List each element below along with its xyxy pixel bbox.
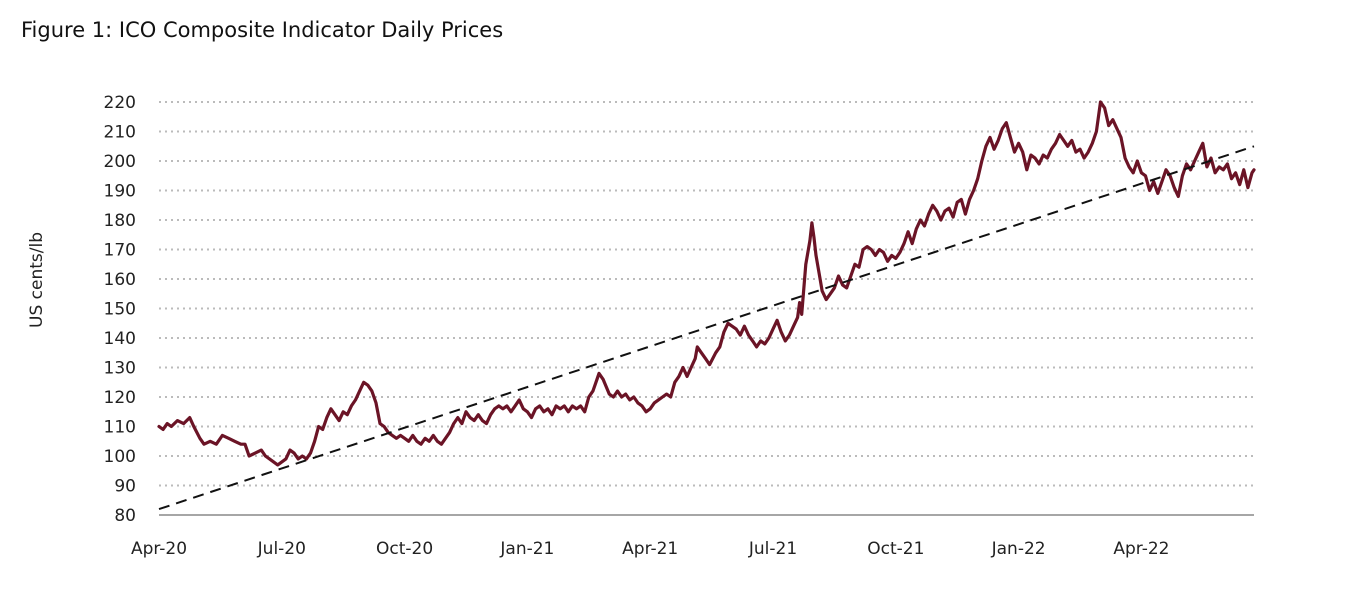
x-tick-label: Apr-20 <box>131 539 187 559</box>
x-tick-label: Apr-21 <box>622 539 678 559</box>
y-tick-label: 160 <box>104 270 136 290</box>
y-tick-label: 90 <box>114 477 136 497</box>
y-tick-label: 120 <box>104 388 136 408</box>
x-tick-label: Jan-22 <box>991 539 1046 559</box>
x-tick-label: Apr-22 <box>1113 539 1169 559</box>
y-tick-label: 80 <box>114 506 136 526</box>
y-tick-label: 220 <box>104 93 136 113</box>
y-tick-label: 140 <box>104 329 136 349</box>
price-series-line <box>157 100 1256 467</box>
y-tick-label: 210 <box>104 123 136 143</box>
y-tick-label: 130 <box>104 359 136 379</box>
y-tick-label: 200 <box>104 152 136 172</box>
trend-line <box>158 145 1255 511</box>
x-tick-label: Oct-20 <box>376 539 433 559</box>
y-tick-label: 110 <box>104 418 136 438</box>
x-tick-label: Oct-21 <box>867 539 924 559</box>
x-axis-ticks: Apr-20 Jul-20 Oct-20 Jan-21 Apr-21 Jul-21 Oct-… <box>131 539 1170 559</box>
x-tick-label: Jul-20 <box>257 539 306 559</box>
y-axis-ticks: 80 90 100 110 120 130 140 150 160 170 180 190 200 210… <box>104 93 136 526</box>
x-tick-label: Jul-21 <box>748 539 797 559</box>
gridlines <box>159 101 1254 487</box>
series-layer <box>157 100 1256 511</box>
y-tick-label: 180 <box>104 211 136 231</box>
figure-title: Figure 1: ICO Composite Indicator Daily … <box>21 18 504 42</box>
y-tick-label: 100 <box>104 447 136 467</box>
x-tick-label: Jan-21 <box>499 539 554 559</box>
y-tick-label: 190 <box>104 182 136 202</box>
y-tick-label: 150 <box>104 300 136 320</box>
y-axis-label: US cents/lb <box>27 232 47 328</box>
y-tick-label: 170 <box>104 241 136 261</box>
